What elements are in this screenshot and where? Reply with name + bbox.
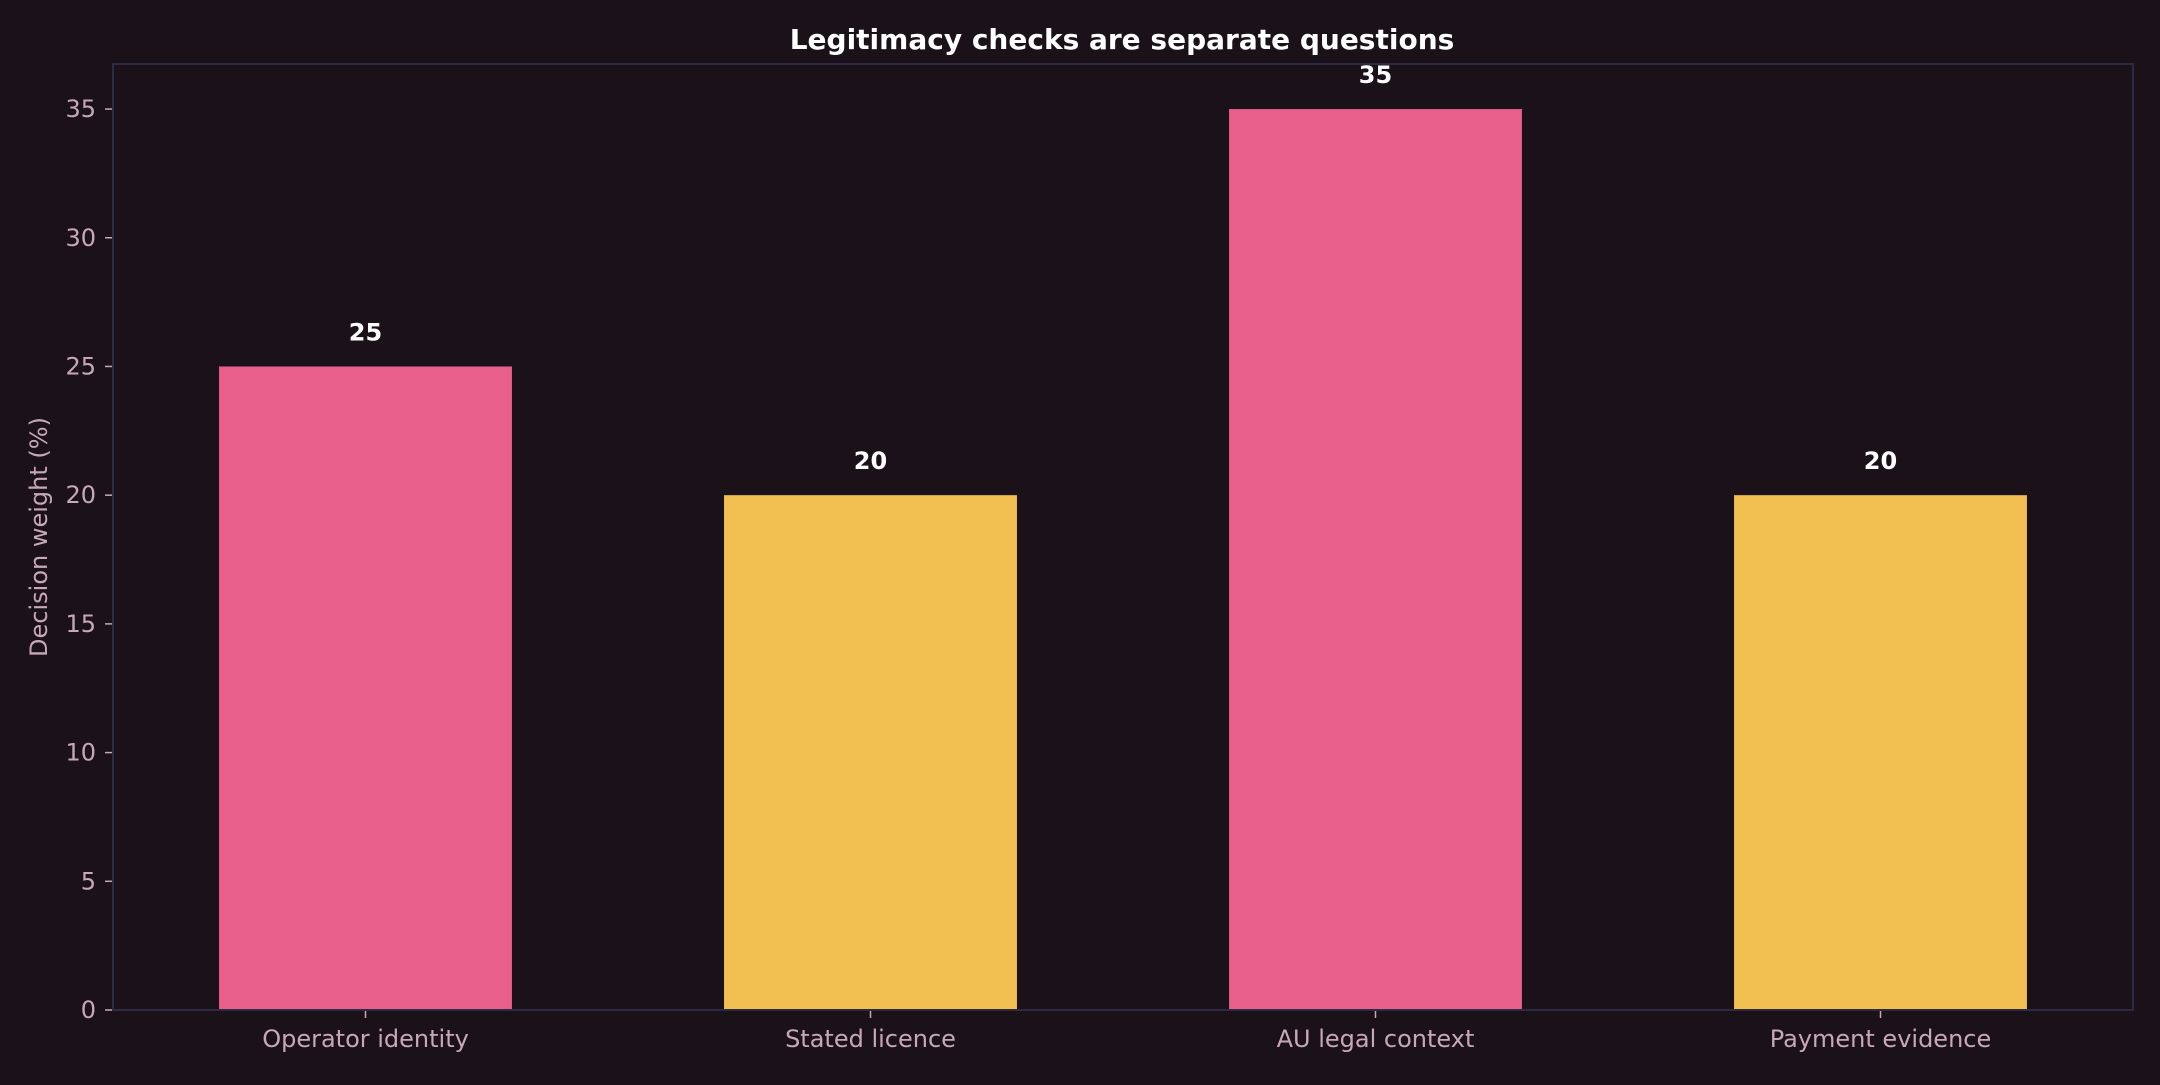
axes-frame — [112, 63, 2134, 1011]
bar-value-label: 20 — [1864, 447, 1897, 475]
plot-area: 25 Operator identity 20 Stated licence 35 AU … — [65, 61, 2134, 1053]
x-tick-label: Payment evidence — [1770, 1025, 1992, 1053]
chart-title: Legitimacy checks are separate questions — [790, 23, 1455, 56]
bar — [724, 495, 1017, 1011]
y-axis-label: Decision weight (%) — [25, 417, 53, 657]
y-tick-label: 15 — [65, 610, 96, 638]
y-tick-label: 30 — [65, 224, 96, 252]
x-tick-label: AU legal context — [1277, 1025, 1475, 1053]
y-tick-label: 20 — [65, 481, 96, 509]
y-tick-label: 5 — [81, 867, 96, 895]
y-tick-label: 0 — [81, 996, 96, 1024]
x-tick-label: Stated licence — [785, 1025, 956, 1053]
x-tick-label: Operator identity — [262, 1025, 469, 1053]
bar-value-label: 25 — [349, 318, 382, 346]
bar-value-label: 35 — [1359, 61, 1392, 89]
bar — [1734, 495, 2027, 1011]
y-tick-label: 25 — [65, 352, 96, 380]
y-tick-label: 35 — [65, 95, 96, 123]
bar — [1229, 109, 1522, 1011]
bar-value-label: 20 — [854, 447, 887, 475]
bar — [219, 366, 512, 1010]
y-tick-label: 10 — [65, 739, 96, 767]
